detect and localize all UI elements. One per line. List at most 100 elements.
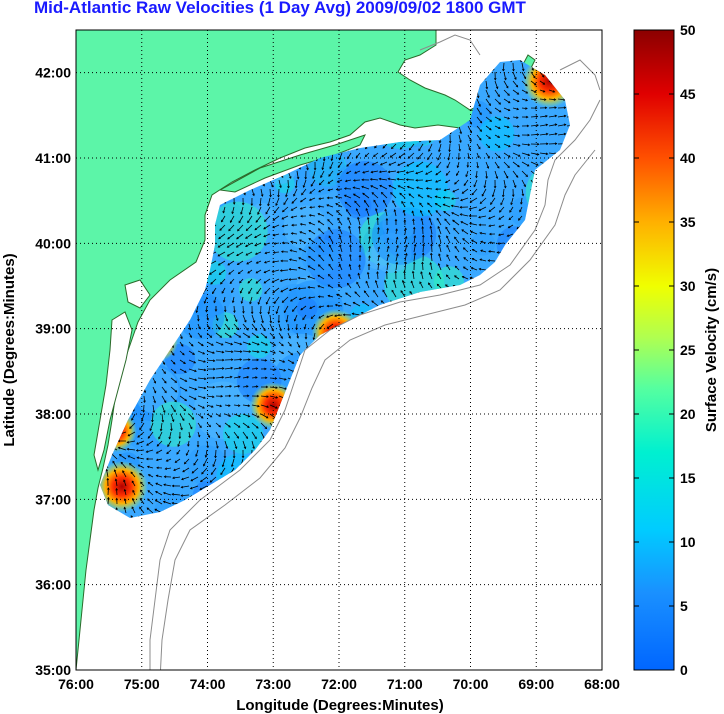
arrow-head (408, 147, 412, 151)
arrow-head (267, 311, 271, 315)
velocity-arrow (299, 231, 307, 235)
velocity-arrow (231, 287, 235, 293)
arrow-head (246, 262, 249, 265)
arrow-head (437, 263, 441, 266)
arrow-head (478, 267, 482, 271)
arrow-head (231, 211, 234, 215)
velocity-arrow (503, 98, 511, 104)
velocity-arrow (248, 287, 253, 294)
arrow-head (230, 358, 234, 362)
arrow-head (388, 163, 392, 166)
velocity-arrow (381, 152, 388, 158)
arrow-head (264, 291, 267, 295)
velocity-patch (392, 161, 448, 217)
velocity-arrow (179, 377, 187, 382)
velocity-arrow (269, 323, 274, 332)
arrow-head (143, 400, 146, 404)
arrow-head (247, 335, 251, 338)
velocity-arrow (260, 404, 269, 408)
velocity-arrow (404, 253, 408, 262)
velocity-arrow (273, 206, 280, 214)
velocity-arrow (227, 251, 235, 257)
arrow-head (357, 216, 360, 220)
arrow-head (259, 311, 262, 315)
velocity-arrow (224, 367, 233, 370)
velocity-arrow (233, 305, 235, 313)
velocity-arrow (308, 222, 316, 226)
arrow-head (452, 189, 455, 193)
arrow-head (317, 212, 321, 216)
arrow-head (260, 194, 264, 197)
arrow-head (438, 253, 441, 256)
arrow-head (468, 207, 472, 210)
velocity-patch (207, 201, 268, 262)
arrow-head (274, 377, 278, 380)
arrow-head (317, 205, 321, 208)
velocity-arrow (492, 188, 496, 197)
arrow-head (198, 326, 201, 330)
velocity-arrow (395, 245, 399, 253)
arrow-head (366, 271, 370, 275)
velocity-arrow (476, 161, 479, 168)
velocity-arrow (446, 235, 451, 244)
arrow-head (493, 186, 497, 189)
arrow-head (377, 262, 380, 266)
arrow-head (247, 414, 251, 418)
velocity-arrow (557, 115, 566, 118)
velocity-arrow (488, 206, 496, 212)
arrow-head (437, 273, 440, 276)
arrow-head (361, 301, 365, 304)
velocity-arrow (365, 281, 370, 289)
velocity-arrow (410, 280, 415, 289)
velocity-arrow (388, 185, 397, 190)
arrow-head (327, 181, 331, 184)
arrow-head (507, 116, 511, 120)
arrow-head (288, 288, 292, 292)
velocity-arrow (260, 323, 266, 331)
arrow-head (488, 241, 492, 245)
arrow-head (427, 202, 430, 206)
arrow-head (240, 301, 244, 304)
velocity-arrow (557, 124, 566, 127)
arrow-head (404, 261, 407, 265)
arrow-head (326, 304, 329, 308)
velocity-arrow (246, 224, 253, 231)
velocity-arrow (344, 194, 352, 199)
velocity-arrow (485, 143, 490, 148)
velocity-arrow (480, 241, 487, 244)
velocity-arrow (160, 422, 163, 431)
velocity-arrow (318, 254, 325, 262)
velocity-arrow (539, 124, 548, 127)
velocity-arrow (269, 314, 272, 323)
velocity-arrow (188, 395, 197, 400)
arrow-head (512, 69, 515, 72)
velocity-arrow (300, 206, 307, 210)
velocity-arrow (521, 179, 526, 187)
velocity-arrow (215, 350, 224, 353)
velocity-arrow (300, 197, 307, 203)
arrow-head (487, 259, 491, 262)
velocity-arrow (518, 215, 523, 221)
velocity-arrow (521, 107, 528, 109)
velocity-arrow (557, 133, 566, 136)
velocity-arrow (463, 179, 469, 186)
velocity-arrow (499, 206, 505, 213)
velocity-arrow (370, 185, 379, 190)
arrow-head (248, 342, 252, 346)
arrow-head (384, 208, 388, 212)
arrow-head (497, 145, 501, 148)
arrow-head (232, 202, 236, 205)
velocity-arrow (353, 179, 361, 181)
arrow-head (429, 225, 433, 229)
velocity-arrow (269, 368, 276, 370)
arrow-head (310, 184, 314, 187)
arrow-head (191, 417, 195, 420)
arrow-head (515, 175, 519, 178)
velocity-arrow (251, 413, 260, 418)
velocity-arrow (427, 202, 433, 208)
arrow-head (394, 218, 398, 222)
velocity-arrow (265, 296, 271, 305)
arrow-head (326, 315, 329, 318)
arrow-head (229, 220, 233, 224)
arrow-head (394, 270, 398, 273)
